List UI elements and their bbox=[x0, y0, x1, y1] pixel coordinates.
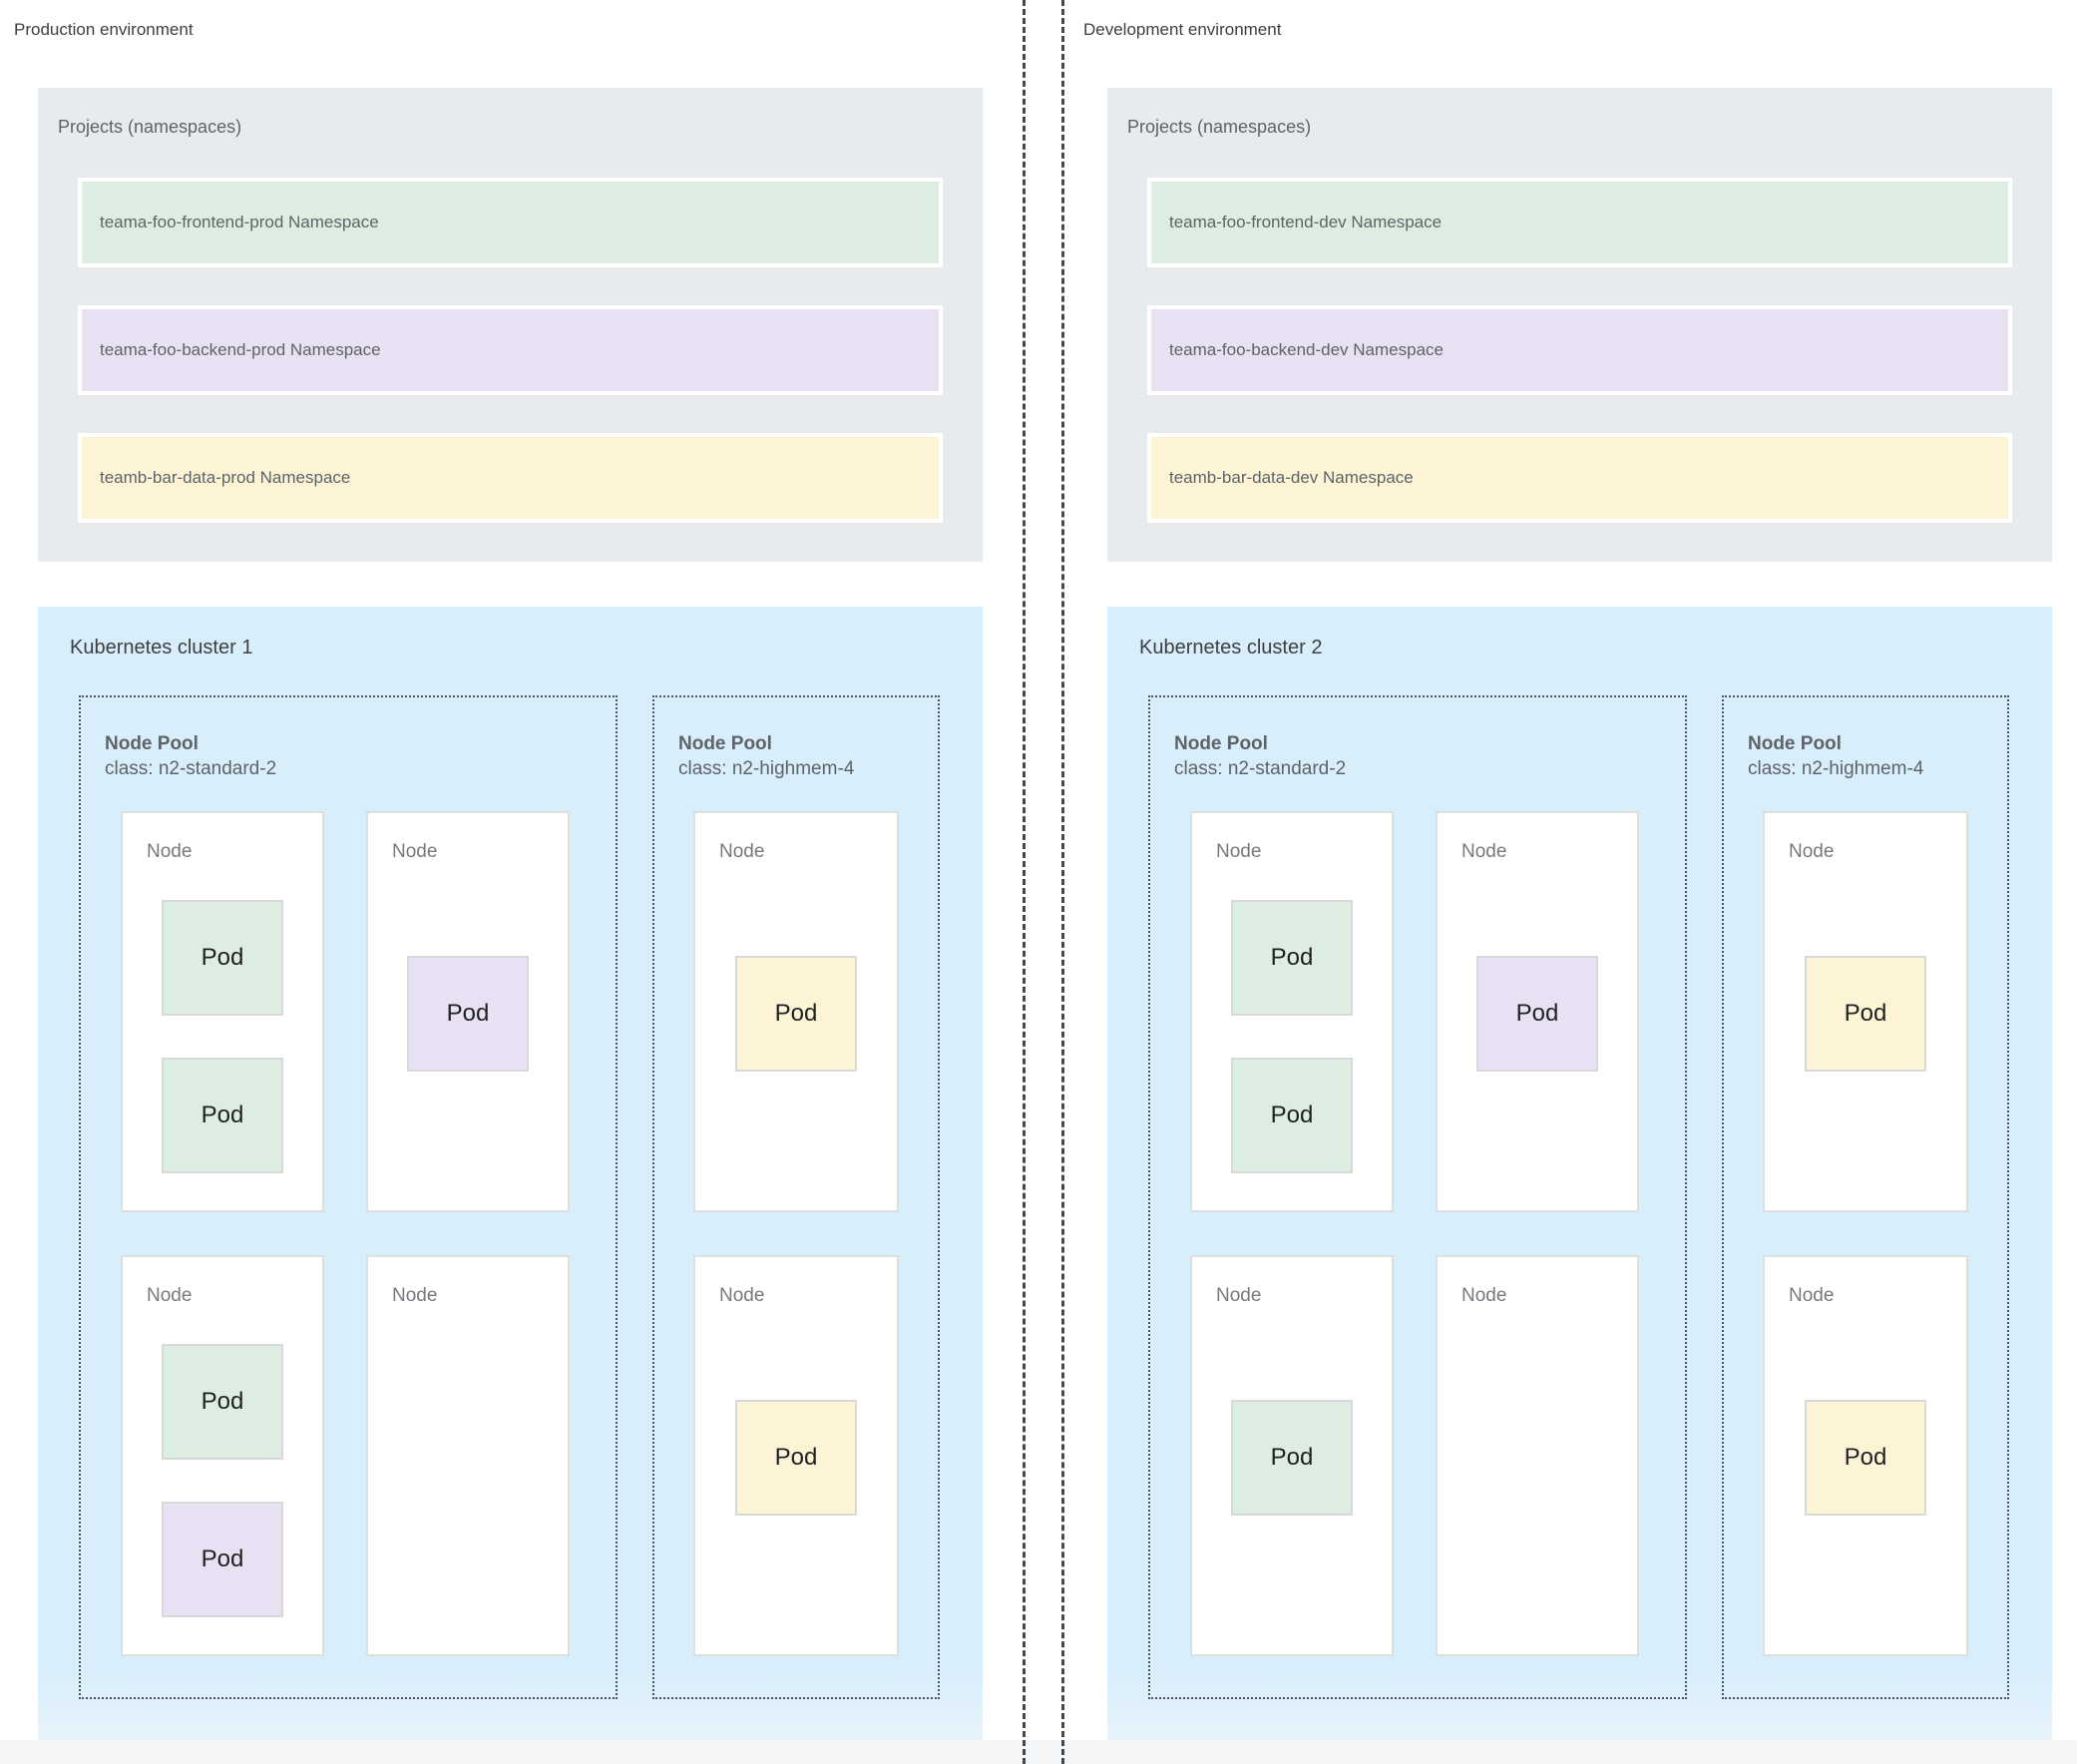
node-pool-class: class: n2-highmem-4 bbox=[678, 758, 855, 779]
environment-development: Development environment Projects (namesp… bbox=[1069, 0, 2077, 1764]
node-empty: Node bbox=[366, 1255, 570, 1656]
projects-title: Projects (namespaces) bbox=[1127, 117, 1312, 137]
node-label: Node bbox=[719, 841, 765, 862]
node: Node Pod bbox=[1436, 811, 1639, 1212]
node-label: Node bbox=[1789, 1285, 1835, 1306]
namespace-label: teama-foo-backend-dev Namespace bbox=[1169, 340, 1444, 359]
node: Node Pod bbox=[1190, 1255, 1394, 1656]
pod-label: Pod bbox=[1270, 944, 1314, 971]
pod-label: Pod bbox=[1844, 1000, 1887, 1027]
node-pool-class: class: n2-highmem-4 bbox=[1748, 758, 1924, 779]
node-pool-highmem: Node Pool class: n2-highmem-4 Node Pod N… bbox=[1722, 695, 2009, 1699]
node-pool-standard: Node Pool class: n2-standard-2 Node Pod … bbox=[79, 695, 618, 1699]
node-label: Node bbox=[147, 841, 193, 862]
kubernetes-cluster-2: Kubernetes cluster 2 Node Pool class: n2… bbox=[1107, 607, 2052, 1740]
node-pool-highmem: Node Pool class: n2-highmem-4 Node Pod N… bbox=[652, 695, 940, 1699]
node-pool-standard: Node Pool class: n2-standard-2 Node Pod … bbox=[1148, 695, 1687, 1699]
window-bottom-strip bbox=[0, 1740, 2077, 1764]
namespace-bar-frontend-prod: teama-foo-frontend-prod Namespace bbox=[78, 178, 943, 267]
namespace-bar-frontend-dev: teama-foo-frontend-dev Namespace bbox=[1147, 178, 2012, 267]
node: Node Pod Pod bbox=[121, 1255, 324, 1656]
pod: Pod bbox=[407, 956, 529, 1072]
namespace-label: teama-foo-frontend-dev Namespace bbox=[1169, 213, 1443, 231]
node-pool-class: class: n2-standard-2 bbox=[105, 758, 277, 779]
node-label: Node bbox=[1216, 1285, 1262, 1306]
node: Node Pod Pod bbox=[121, 811, 324, 1212]
cluster-title: Kubernetes cluster 1 bbox=[70, 637, 253, 659]
node-label: Node bbox=[147, 1285, 193, 1306]
namespace-label: teama-foo-backend-prod Namespace bbox=[100, 340, 381, 359]
pod: Pod bbox=[162, 1344, 283, 1460]
node-label: Node bbox=[392, 841, 438, 862]
projects-title: Projects (namespaces) bbox=[58, 117, 242, 137]
node: Node Pod Pod bbox=[1190, 811, 1394, 1212]
pod-label: Pod bbox=[1270, 1102, 1314, 1128]
pod-label: Pod bbox=[201, 944, 244, 971]
namespace-label: teamb-bar-data-dev Namespace bbox=[1169, 468, 1414, 487]
node-pool-name: Node Pool bbox=[105, 733, 199, 754]
pod: Pod bbox=[1476, 956, 1598, 1072]
node-label: Node bbox=[1461, 841, 1507, 862]
node: Node Pod bbox=[693, 1255, 899, 1656]
node: Node Pod bbox=[366, 811, 570, 1212]
node-pool-label: Node Pool class: n2-highmem-4 bbox=[678, 731, 854, 781]
cluster-title: Kubernetes cluster 2 bbox=[1139, 637, 1323, 659]
node: Node Pod bbox=[1763, 1255, 1968, 1656]
namespace-bar-backend-dev: teama-foo-backend-dev Namespace bbox=[1147, 305, 2012, 395]
pod-label: Pod bbox=[1270, 1444, 1314, 1471]
node-label: Node bbox=[392, 1285, 438, 1306]
namespace-label: teamb-bar-data-prod Namespace bbox=[100, 468, 351, 487]
node-pool-label: Node Pool class: n2-highmem-4 bbox=[1748, 731, 1923, 781]
namespace-bar-backend-prod: teama-foo-backend-prod Namespace bbox=[78, 305, 943, 395]
pod-label: Pod bbox=[1844, 1444, 1887, 1471]
pod-label: Pod bbox=[201, 1102, 244, 1128]
node-label: Node bbox=[719, 1285, 765, 1306]
node-label: Node bbox=[1461, 1285, 1507, 1306]
pod-label: Pod bbox=[446, 1000, 490, 1027]
pod: Pod bbox=[162, 1058, 283, 1173]
node: Node Pod bbox=[693, 811, 899, 1212]
pod: Pod bbox=[735, 956, 857, 1072]
node-pool-label: Node Pool class: n2-standard-2 bbox=[105, 731, 276, 781]
node-label: Node bbox=[1216, 841, 1262, 862]
pod-label: Pod bbox=[201, 1545, 244, 1572]
node-pool-name: Node Pool bbox=[678, 733, 772, 754]
environment-production-label: Production environment bbox=[14, 20, 194, 39]
projects-box-development: Projects (namespaces) teama-foo-frontend… bbox=[1107, 88, 2052, 562]
node-pool-name: Node Pool bbox=[1748, 733, 1842, 754]
node-pool-name: Node Pool bbox=[1174, 733, 1268, 754]
node-label: Node bbox=[1789, 841, 1835, 862]
environment-divider bbox=[1023, 0, 1064, 1764]
pod: Pod bbox=[1231, 1058, 1353, 1173]
pod-label: Pod bbox=[1515, 1000, 1559, 1027]
pod: Pod bbox=[1231, 1400, 1353, 1516]
node: Node Pod bbox=[1763, 811, 1968, 1212]
environment-production: Production environment Projects (namespa… bbox=[0, 0, 1008, 1764]
pod: Pod bbox=[162, 900, 283, 1016]
pod: Pod bbox=[162, 1502, 283, 1617]
namespace-bar-data-dev: teamb-bar-data-dev Namespace bbox=[1147, 433, 2012, 523]
pod-label: Pod bbox=[201, 1388, 244, 1415]
projects-box-production: Projects (namespaces) teama-foo-frontend… bbox=[38, 88, 983, 562]
namespace-bar-data-prod: teamb-bar-data-prod Namespace bbox=[78, 433, 943, 523]
pod: Pod bbox=[1805, 1400, 1926, 1516]
environment-development-label: Development environment bbox=[1083, 20, 1282, 39]
pod: Pod bbox=[1805, 956, 1926, 1072]
node-empty: Node bbox=[1436, 1255, 1639, 1656]
pod: Pod bbox=[1231, 900, 1353, 1016]
node-pool-class: class: n2-standard-2 bbox=[1174, 758, 1347, 779]
pod: Pod bbox=[735, 1400, 857, 1516]
pod-label: Pod bbox=[774, 1000, 818, 1027]
namespace-label: teama-foo-frontend-prod Namespace bbox=[100, 213, 379, 231]
kubernetes-cluster-1: Kubernetes cluster 1 Node Pool class: n2… bbox=[38, 607, 983, 1740]
node-pool-label: Node Pool class: n2-standard-2 bbox=[1174, 731, 1346, 781]
pod-label: Pod bbox=[774, 1444, 818, 1471]
